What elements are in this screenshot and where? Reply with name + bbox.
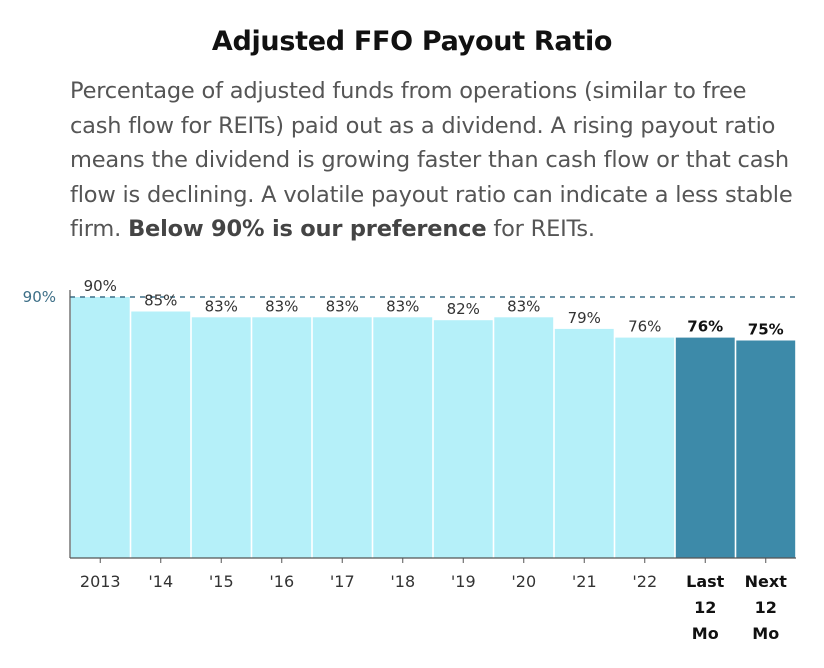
x-tick-label: '15	[209, 572, 234, 591]
x-tick-label: 2013	[80, 572, 121, 591]
x-tick-label: '14	[148, 572, 173, 591]
value-label: 83%	[326, 297, 359, 315]
bar	[433, 320, 493, 558]
x-tick-label: '18	[390, 572, 415, 591]
value-label: 90%	[84, 277, 117, 295]
value-label: 83%	[265, 297, 298, 315]
bar	[70, 297, 130, 558]
chart-description: Percentage of adjusted funds from operat…	[70, 74, 800, 247]
value-label: 85%	[144, 292, 177, 310]
value-label: 82%	[447, 300, 480, 318]
bar	[615, 337, 675, 558]
value-label: 76%	[687, 318, 723, 336]
value-label: 76%	[628, 318, 661, 336]
description-emphasis: Below 90% is our preference	[128, 216, 487, 242]
reference-line-label: 90%	[23, 288, 56, 306]
value-label: 79%	[568, 309, 601, 327]
x-tick-label: '20	[511, 572, 536, 591]
description-text: Percentage of adjusted funds from operat…	[70, 78, 793, 242]
x-tick-label: '16	[269, 572, 294, 591]
value-label: 83%	[507, 297, 540, 315]
x-tick-label: '22	[632, 572, 657, 591]
bar	[494, 317, 554, 558]
bar	[736, 340, 796, 558]
value-label: 75%	[748, 321, 784, 339]
bar	[675, 337, 735, 558]
bar	[373, 317, 433, 558]
x-tick-label: Last 12 Mo	[686, 572, 725, 643]
value-label: 83%	[205, 297, 238, 315]
bar	[312, 317, 372, 558]
bar	[554, 328, 614, 558]
x-tick-label: '19	[451, 572, 476, 591]
description-text-end: for REITs.	[486, 216, 595, 242]
bar	[191, 317, 251, 558]
x-tick-label: Next 12 Mo	[745, 572, 788, 643]
value-label: 83%	[386, 297, 419, 315]
x-tick-label: '21	[572, 572, 597, 591]
bar	[252, 317, 312, 558]
bar	[131, 311, 191, 558]
chart-title: Adjusted FFO Payout Ratio	[211, 26, 613, 57]
x-tick-label: '17	[330, 572, 355, 591]
